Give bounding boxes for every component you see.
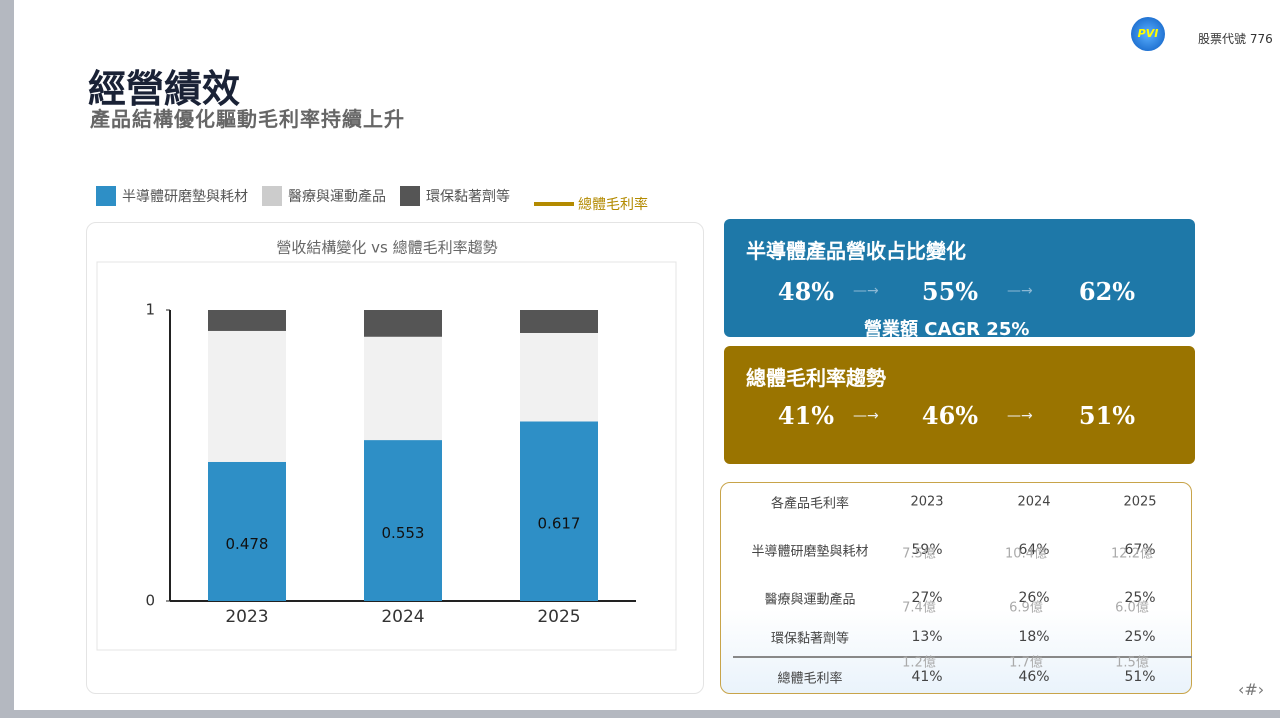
table-cell: 總體毛利率 [777,671,843,687]
y-tick-label: 1 [145,301,155,319]
arrow: —→ [853,408,879,424]
table-subcell: 1.2億 [902,655,936,671]
box-value: 41% [777,401,835,430]
plot-frame [96,261,677,651]
table-subcell: 7.4億 [902,600,936,616]
legend-item: 半導體研磨墊與耗材 [96,186,248,206]
table-cell: 64% [1018,542,1050,558]
table-cell: 51% [1124,669,1156,685]
semi-box: 半導體產品營收占比變化 48% —→ 55% —→ 62% 營業額 CAGR 25% [724,219,1195,340]
bottom-frame [0,710,1280,718]
x-tick-label: 2023 [225,607,268,627]
legend-item: 環保黏著劑等 [400,186,510,206]
bar-segment [364,310,442,337]
table-cell: 46% [1018,669,1050,685]
bar-segment [520,332,598,422]
table-cell: 環保黏著劑等 [770,631,849,647]
legend-item: 醫療與運動產品 [262,186,386,206]
title: 經營績效 [88,67,241,111]
x-tick-label: 2024 [381,607,424,627]
y-tick-label: 0 [145,592,155,610]
table-subcell: 7.5億 [902,546,936,562]
table-cell: 41% [911,669,943,685]
stock-code: 股票代號 776 [1198,32,1273,46]
table-rule [733,656,1192,658]
bar-segment [364,336,442,441]
page-number: ‹#› [1238,680,1265,699]
margin-title: 總體毛利率趨勢 [746,366,886,390]
bar-segment [208,310,286,331]
legend: 半導體研磨墊與耗材 醫療與運動產品 環保黏著劑等總體毛利率 [96,186,648,213]
table-cell: 59% [911,542,943,558]
bar-segment [364,440,442,601]
table-subcell: 1.7億 [1009,655,1043,671]
table-header: 2024 [1017,494,1051,510]
bar-segment [208,330,286,462]
box-value: 51% [1078,401,1136,430]
box-value: 55% [921,277,979,306]
table-cell: 13% [911,629,943,645]
bar-segment [208,461,286,601]
table-cell: 半導體研磨墊與耗材 [751,544,869,560]
box-value: 46% [921,401,979,430]
arrow: —→ [853,283,879,299]
legend-swatch [262,186,282,206]
legend-label: 醫療與運動產品 [288,189,386,205]
table-header: 各產品毛利率 [770,496,850,512]
table-subcell: 1.5億 [1115,655,1149,671]
data-label: 0.478 [226,535,269,553]
subtitle: 產品結構優化驅動毛利率持續上升 [90,107,405,131]
box-value: 48% [777,277,835,306]
box-value: 62% [1078,277,1136,306]
table-cell: 25% [1124,590,1156,606]
x-tick-label: 2025 [537,607,580,627]
box-note: 營業額 CAGR 25% [864,319,1030,340]
logo: PVI [1131,17,1165,51]
table-subcell: 6.0億 [1115,600,1149,616]
margin-box: 總體毛利率趨勢 41% —→ 46% —→ 51% [724,346,1195,464]
data-label: 0.617 [538,515,581,533]
bar-segment [520,310,598,333]
chart-title: 營收結構變化 vs 總體毛利率趨勢 [276,239,497,257]
table-header: 2025 [1123,494,1157,510]
table-cell: 18% [1018,629,1050,645]
table-subcell: 6.9億 [1009,600,1043,616]
table-box [720,482,1192,694]
table-header: 2023 [910,494,944,510]
table-cell: 25% [1124,629,1156,645]
bar-segment [520,421,598,601]
arrow: —→ [1007,408,1033,424]
semi-title: 半導體產品營收占比變化 [746,239,966,263]
table-cell: 26% [1018,590,1050,606]
table-subcell: 12.2億 [1111,546,1153,562]
legend-line [534,202,574,206]
legend-label: 環保黏著劑等 [426,189,510,205]
data-label: 0.553 [382,524,425,542]
legend-swatch [400,186,420,206]
table-cell: 27% [911,590,943,606]
legend-item: 總體毛利率 [534,194,648,214]
legend-swatch [96,186,116,206]
table-cell: 67% [1124,542,1156,558]
arrow: —→ [1007,283,1033,299]
table-subcell: 10.4億 [1005,546,1047,562]
chart-card [86,222,704,694]
legend-label: 總體毛利率 [578,197,648,213]
left-frame [0,0,14,718]
table-cell: 醫療與運動產品 [764,592,856,608]
legend-label: 半導體研磨墊與耗材 [122,189,248,205]
